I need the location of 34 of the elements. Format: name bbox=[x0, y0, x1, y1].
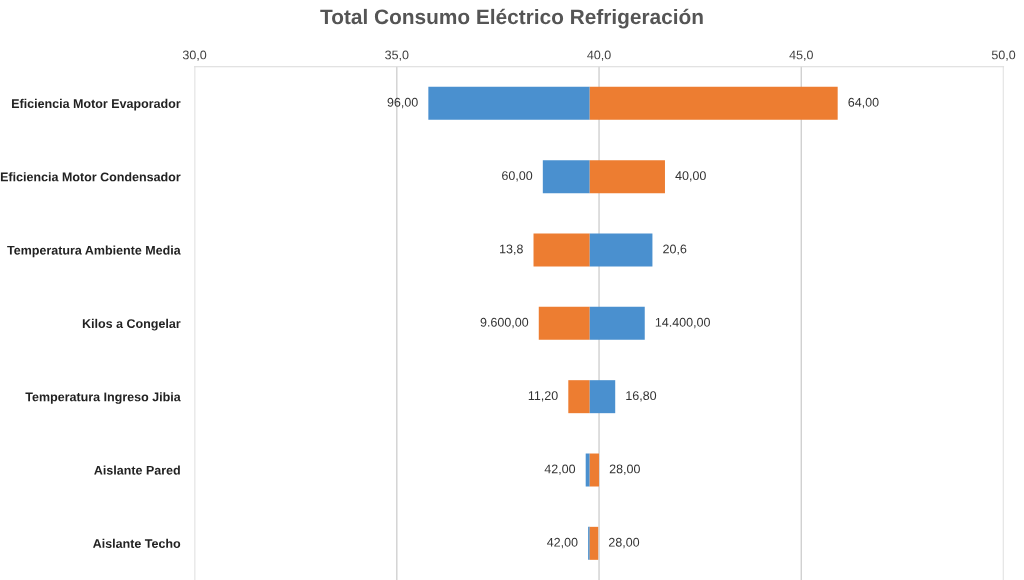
annotation: 13,8 bbox=[500, 244, 523, 255]
annotation: 11,20 bbox=[528, 391, 558, 402]
y-tick-label: Temperatura Ambiente Media bbox=[7, 245, 181, 258]
x-tick-label: 45,0 bbox=[789, 50, 813, 61]
y-tick-label: Aislante Techo bbox=[93, 538, 181, 548]
y-tick-label: Aislante Pared bbox=[94, 465, 180, 475]
annotation: 28,00 bbox=[609, 464, 640, 475]
annotation: 42,00 bbox=[547, 537, 578, 549]
bar bbox=[589, 160, 665, 194]
x-tick-label: 30,0 bbox=[182, 50, 207, 61]
x-tick-label: 50,0 bbox=[991, 50, 1016, 61]
bar bbox=[428, 86, 590, 120]
annotation: 40,00 bbox=[675, 171, 706, 182]
bar bbox=[589, 86, 838, 120]
y-tick-label: Eficiencia Motor Condensador bbox=[0, 172, 181, 182]
annotation: 9.600,00 bbox=[480, 317, 529, 329]
annotation: 14.400,00 bbox=[655, 317, 710, 329]
bar bbox=[589, 526, 599, 560]
annotation: 60,00 bbox=[502, 171, 533, 182]
chart-title: Total Consumo Eléctrico Refrigeración bbox=[320, 8, 703, 29]
annotation: 16,80 bbox=[626, 391, 657, 402]
annotation: 28,00 bbox=[608, 537, 640, 549]
annotation: 42,00 bbox=[544, 464, 576, 475]
bar bbox=[589, 453, 600, 487]
annotation: 20,6 bbox=[663, 244, 687, 255]
y-tick-label: Temperatura Ingreso Jibia bbox=[25, 392, 181, 404]
y-tick-label: Eficiencia Motor Evaporador bbox=[12, 98, 181, 111]
x-tick-label: 35,0 bbox=[385, 50, 409, 61]
annotation: 64,00 bbox=[848, 97, 879, 109]
x-tick-label: 40,0 bbox=[587, 50, 611, 61]
bar bbox=[542, 160, 590, 194]
annotation: 96,00 bbox=[387, 97, 418, 109]
bar bbox=[585, 453, 590, 487]
y-tick-label: Kilos a Congelar bbox=[82, 318, 181, 331]
